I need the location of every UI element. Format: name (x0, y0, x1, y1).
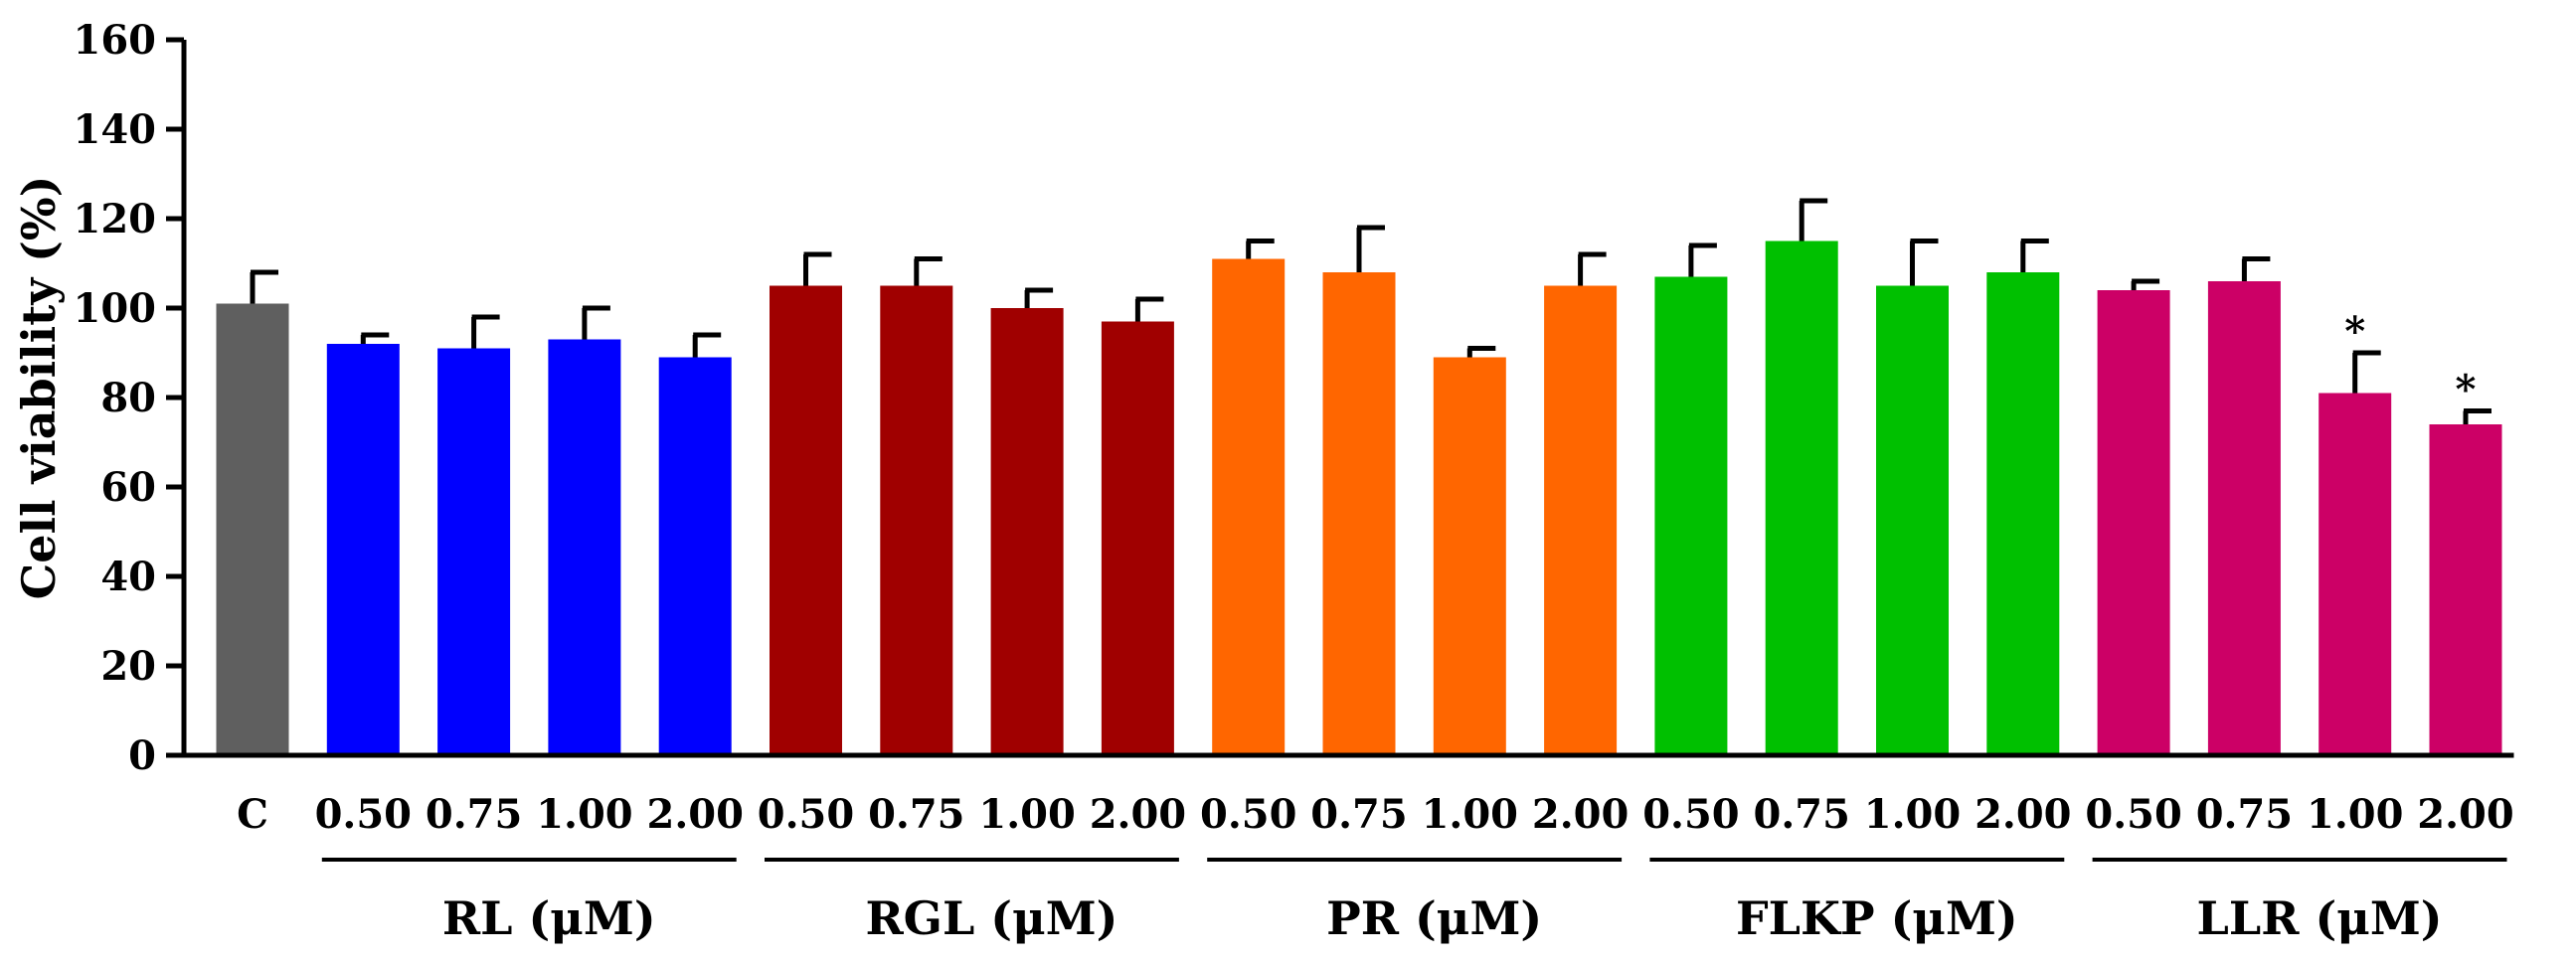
x-category-label: 0.50 (315, 791, 412, 838)
x-category-label: 1.00 (978, 791, 1075, 838)
y-tick-label: 80 (100, 375, 156, 421)
y-tick-label: 20 (100, 643, 156, 690)
x-category-label: 1.00 (1422, 791, 1518, 838)
bar-RL-2.00 (658, 357, 732, 755)
x-category-label: 2.00 (1090, 791, 1186, 838)
bar-RL-0.75 (437, 348, 511, 755)
group-label-FLKP: FLKP (μM) (1736, 891, 2018, 945)
x-category-label: 2.00 (2417, 791, 2513, 838)
bar-LLR-0.50 (2097, 290, 2170, 755)
bar-PR-0.75 (1322, 272, 1396, 755)
x-category-label: 0.75 (2196, 791, 2293, 838)
x-category-label: 0.75 (868, 791, 964, 838)
x-category-label: 2.00 (1975, 791, 2071, 838)
significance-marker: * (2456, 367, 2477, 413)
y-tick-label: 40 (100, 554, 156, 600)
group-label-RL: RL (μM) (442, 891, 656, 945)
x-category-label: 0.75 (1753, 791, 1849, 838)
x-category-label: 0.75 (1310, 791, 1407, 838)
bar-FLKP-2.00 (1986, 272, 2060, 755)
bar-FLKP-0.50 (1654, 276, 1728, 755)
y-tick-label: 120 (74, 196, 157, 242)
bar-PR-1.00 (1433, 357, 1506, 755)
x-category-label: 0.50 (1200, 791, 1296, 838)
bar-PR-2.00 (1544, 285, 1618, 755)
y-tick-label: 100 (74, 285, 157, 332)
bar-LLR-1.00 (2318, 393, 2392, 755)
bar-LLR-2.00 (2429, 424, 2502, 755)
bar-RGL-0.50 (770, 285, 842, 755)
x-category-label: 2.00 (1532, 791, 1629, 838)
x-category-label: 1.00 (536, 791, 632, 838)
bar-FLKP-0.75 (1765, 241, 1838, 755)
bar-RGL-0.75 (880, 285, 953, 755)
significance-marker: * (2344, 308, 2365, 355)
bar-control-C (216, 303, 289, 755)
x-category-label: 0.50 (758, 791, 854, 838)
x-category-label: 0.50 (1642, 791, 1739, 838)
y-tick-label: 0 (128, 732, 156, 779)
x-category-label: C (237, 791, 268, 838)
group-label-LLR: LLR (μM) (2197, 891, 2443, 945)
y-tick-label: 140 (74, 106, 157, 153)
y-tick-label: 160 (74, 17, 157, 64)
x-category-label: 1.00 (2307, 791, 2403, 838)
x-category-label: 0.75 (426, 791, 522, 838)
bar-LLR-0.75 (2207, 281, 2281, 755)
x-category-label: 2.00 (646, 791, 743, 838)
bar-RGL-1.00 (990, 308, 1064, 755)
bar-PR-0.50 (1212, 258, 1286, 755)
x-category-label: 1.00 (1864, 791, 1961, 838)
bar-RGL-2.00 (1101, 321, 1174, 755)
group-label-PR: PR (μM) (1326, 891, 1542, 945)
group-label-RGL: RGL (μM) (865, 891, 1117, 945)
x-category-label: 0.50 (2085, 791, 2181, 838)
bar-RL-0.50 (326, 344, 400, 755)
bar-RL-1.00 (548, 339, 621, 755)
y-tick-label: 60 (100, 464, 156, 511)
bar-FLKP-1.00 (1876, 285, 1949, 755)
y-axis-title: Cell viability (%) (12, 176, 66, 600)
